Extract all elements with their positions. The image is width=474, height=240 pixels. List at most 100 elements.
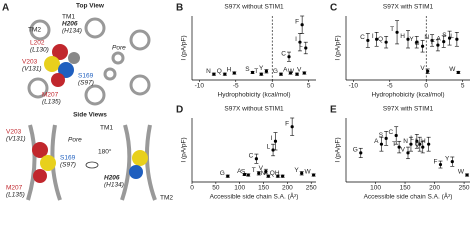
point-label: H: [275, 170, 280, 177]
point-group: V: [401, 147, 410, 160]
point-label: W: [288, 68, 295, 75]
panel-letter: B: [176, 3, 183, 14]
x-axis-label: Hydrophobicity (kcal/mol): [372, 92, 445, 99]
point: [415, 139, 419, 143]
point: [223, 72, 227, 76]
point-group: H: [227, 67, 237, 75]
point: [271, 148, 275, 152]
x-tick-label: 150: [258, 185, 269, 192]
point-label: A: [436, 35, 441, 42]
point-label: F: [285, 120, 289, 127]
point-group: Y: [409, 36, 419, 49]
point: [250, 70, 255, 75]
label: H206: [104, 175, 120, 182]
point-label: A: [374, 138, 379, 145]
point-group: L: [266, 144, 276, 157]
point-label: H: [227, 67, 232, 74]
point: [300, 23, 304, 27]
point-label: G: [353, 147, 358, 154]
point: [254, 157, 258, 161]
point-group: Q: [415, 141, 425, 154]
point: [384, 136, 388, 140]
point-group: N: [206, 68, 216, 76]
point-label: V: [401, 147, 406, 154]
label: (L135): [6, 192, 25, 199]
y-axis-label: I (pA/pF): [181, 35, 188, 60]
point-group: G: [220, 170, 230, 178]
point: [406, 151, 410, 155]
point: [409, 142, 413, 146]
helices: [27, 17, 151, 106]
point-label: C: [360, 34, 365, 41]
point-group: I: [295, 33, 302, 52]
x-tick-label: 150: [400, 185, 411, 192]
point: [436, 43, 440, 47]
point-group: N: [261, 170, 271, 178]
point-group: G: [273, 68, 283, 76]
point: [359, 151, 363, 155]
point-label: L: [299, 42, 303, 49]
point: [257, 171, 261, 175]
point-label: Q: [217, 68, 222, 75]
rotate-icon: [85, 161, 99, 169]
point: [426, 69, 430, 73]
point: [366, 38, 370, 43]
x-tick-label: -10: [195, 83, 205, 90]
x-axis-label: Accessible side chain S.A. (Å²): [364, 192, 453, 201]
label: (S97): [60, 162, 76, 169]
point: [442, 40, 446, 44]
point-label: W: [449, 66, 456, 73]
point-group: W: [304, 169, 316, 177]
label: (V131): [22, 66, 42, 73]
point-label: C: [388, 129, 393, 136]
label: (H134): [104, 182, 124, 189]
point-group: V: [420, 65, 430, 74]
point-label: Y: [259, 65, 264, 72]
point-group: F: [295, 15, 305, 34]
x-tick-label: 200: [282, 185, 293, 192]
point-label: Q: [378, 36, 383, 43]
label: TM2: [160, 195, 173, 202]
point: [438, 162, 443, 167]
label: V203: [22, 59, 38, 66]
x-axis-label: Accessible side chain S.A. (Å²): [210, 192, 299, 201]
x-tick-label: 0: [190, 185, 194, 192]
label: Side Views: [73, 112, 107, 119]
point: [427, 142, 431, 146]
point: [288, 71, 293, 75]
x-tick-label: 250: [459, 185, 470, 192]
point-group: H: [275, 170, 285, 178]
label: TM1: [100, 125, 113, 132]
x-tick-label: 200: [429, 185, 440, 192]
label: 180°: [98, 148, 112, 156]
point-group: I: [372, 31, 379, 47]
point-label: T: [252, 167, 256, 174]
point-group: I: [271, 132, 278, 151]
point-label: V: [420, 65, 425, 72]
label: S169: [78, 73, 94, 80]
point: [281, 174, 285, 178]
point: [394, 133, 398, 138]
point-group: H: [400, 30, 410, 49]
point-label: F: [431, 39, 435, 46]
point-group: H: [421, 136, 431, 152]
point-label: L: [410, 135, 414, 142]
point-label: Y: [294, 167, 299, 174]
point-label: T: [254, 68, 258, 75]
x-tick-label: 50: [212, 185, 220, 192]
label: (L130): [30, 47, 49, 54]
point-label: V: [259, 165, 264, 172]
point: [302, 71, 306, 75]
point: [455, 37, 459, 41]
point: [242, 172, 247, 177]
point: [264, 69, 268, 73]
label: (S97): [78, 80, 94, 87]
x-tick-label: 250: [306, 185, 317, 192]
point: [430, 38, 434, 43]
label: L202: [30, 40, 45, 47]
point: [406, 37, 410, 41]
point: [379, 142, 384, 146]
point-group: S: [241, 169, 251, 177]
x-tick-label: 5: [461, 83, 465, 90]
x-tick-label: 100: [370, 185, 381, 192]
